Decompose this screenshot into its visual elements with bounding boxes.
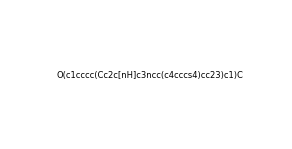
Text: O(c1cccc(Cc2c[nH]c3ncc(c4cccs4)cc23)c1)C: O(c1cccc(Cc2c[nH]c3ncc(c4cccs4)cc23)c1)C — [56, 71, 243, 80]
